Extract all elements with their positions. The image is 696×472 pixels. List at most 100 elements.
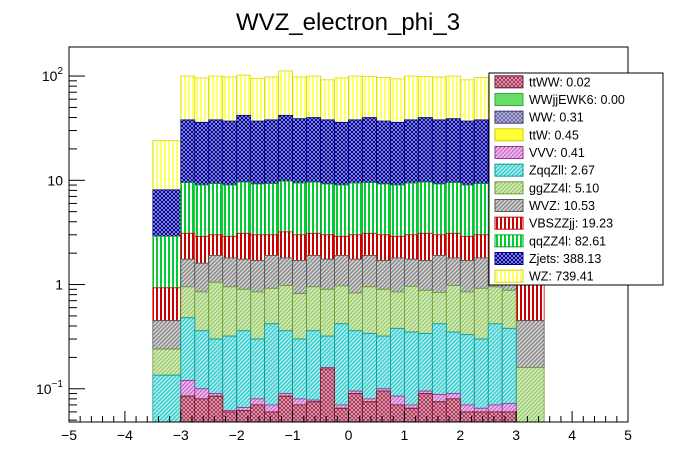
x-tick-label: 5 xyxy=(624,427,632,443)
bar-ggZZ4l-bin-24 xyxy=(501,289,517,329)
legend-swatch-VBSZZjj xyxy=(494,216,524,230)
bar-ggZZ4l-bin-6 xyxy=(250,291,266,340)
y-tick-label: 10 xyxy=(47,172,63,188)
bar-Zjets-bin-20 xyxy=(445,118,461,184)
bar-ggZZ4l-bin-8 xyxy=(278,285,294,332)
bar-VBSZZjj-bin-1 xyxy=(180,232,196,260)
bar-ttWW-bin-7 xyxy=(264,411,280,423)
bar-Zjets-bin-10 xyxy=(306,117,321,183)
bar-Zjets-bin-19 xyxy=(431,119,447,185)
legend-swatch-VVV xyxy=(494,146,524,159)
x-tick-label: −2 xyxy=(229,427,245,443)
bar-Zjets-bin-7 xyxy=(264,119,280,184)
bar-WZ-bin-1 xyxy=(180,75,196,121)
bar-Zjets-bin-3 xyxy=(208,119,224,184)
bar-VBSZZjj-bin-17 xyxy=(403,234,419,260)
bar-WZ-bin-16 xyxy=(390,78,405,123)
bar-ggZZ4l-bin-23 xyxy=(487,286,503,325)
bar-VBSZZjj-bin-21 xyxy=(459,235,475,261)
bar-qqZZ4l-bin-3 xyxy=(208,183,224,236)
bar-ttWW-bin-2 xyxy=(194,398,210,423)
bar-VBSZZjj-bin-12 xyxy=(334,235,349,256)
bar-VBSZZjj-bin-10 xyxy=(306,232,321,256)
bar-VBSZZjj-bin-25 xyxy=(515,284,545,322)
bar-qqZZ4l-bin-6 xyxy=(250,183,266,236)
bar-WZ-bin-20 xyxy=(445,75,461,120)
bar-VBSZZjj-bin-2 xyxy=(194,235,210,264)
bar-ggZZ4l-bin-12 xyxy=(334,285,349,325)
bar-ggZZ4l-bin-1 xyxy=(180,286,196,319)
x-tick-label: 0 xyxy=(345,427,353,443)
bar-qqZZ4l-bin-18 xyxy=(417,181,433,234)
bar-ggZZ4l-bin-7 xyxy=(264,287,280,325)
bar-ZqqZll-bin-20 xyxy=(445,331,461,394)
bar-VVV-bin-12 xyxy=(334,404,349,409)
x-tick-label: −4 xyxy=(117,427,133,443)
bar-ttWW-bin-8 xyxy=(278,395,294,423)
legend-swatch-ttW xyxy=(494,128,524,142)
legend-label-qqZZ4l: qqZZ4l: 82.61 xyxy=(529,234,606,248)
legend-swatch-WZ xyxy=(494,269,524,283)
bar-WVZ-bin-4 xyxy=(222,257,238,288)
bar-ggZZ4l-bin-10 xyxy=(306,286,321,332)
bar-qqZZ4l-bin-16 xyxy=(390,184,405,237)
bar-Zjets-bin-2 xyxy=(194,121,210,186)
bar-ggZZ4l-bin-19 xyxy=(431,292,447,325)
bar-ZqqZll-bin-0 xyxy=(152,374,182,423)
legend-label-ZqqZll: ZqqZll: 2.67 xyxy=(529,164,595,178)
bar-ttWW-bin-1 xyxy=(180,395,196,423)
legend-label-ggZZ4l: ggZZ4l: 5.10 xyxy=(529,181,599,195)
bar-WVZ-bin-18 xyxy=(417,260,433,291)
legend-swatch-WW xyxy=(494,110,524,124)
bar-WZ-bin-3 xyxy=(208,75,224,121)
bar-VBSZZjj-bin-14 xyxy=(362,232,377,256)
bar-VVV-bin-20 xyxy=(445,393,461,400)
bar-ttWW-bin-17 xyxy=(403,407,419,423)
x-tick-label: 1 xyxy=(401,427,409,443)
bar-WVZ-bin-8 xyxy=(278,257,294,286)
bar-ttWW-bin-22 xyxy=(473,411,489,423)
bar-Zjets-bin-4 xyxy=(222,120,238,186)
bar-WZ-bin-5 xyxy=(236,74,252,116)
bar-WZ-bin-18 xyxy=(417,76,433,118)
bar-Zjets-bin-21 xyxy=(459,120,475,186)
bar-Zjets-bin-15 xyxy=(376,120,391,185)
bar-ttWW-bin-18 xyxy=(417,393,433,423)
bar-WVZ-bin-0 xyxy=(152,320,182,350)
bar-ttWW-bin-23 xyxy=(487,411,503,423)
bar-ZqqZll-bin-21 xyxy=(459,334,475,406)
bar-ZqqZll-bin-13 xyxy=(348,330,363,392)
bar-WVZ-bin-10 xyxy=(306,255,321,288)
bar-qqZZ4l-bin-0 xyxy=(152,235,182,289)
series-VVV xyxy=(180,367,517,413)
bar-qqZZ4l-bin-22 xyxy=(473,183,489,236)
series-WVZ xyxy=(152,255,545,368)
bar-WZ-bin-7 xyxy=(264,76,280,121)
bar-ZqqZll-bin-18 xyxy=(417,332,433,392)
y-tick-label: 102 xyxy=(42,66,64,84)
bar-ZqqZll-bin-8 xyxy=(278,330,294,394)
bar-ttWW-bin-3 xyxy=(208,395,224,423)
bar-VVV-bin-24 xyxy=(501,403,517,413)
bar-qqZZ4l-bin-7 xyxy=(264,183,280,236)
x-tick-label: −1 xyxy=(285,427,301,443)
bar-VBSZZjj-bin-15 xyxy=(376,234,391,261)
bar-ggZZ4l-bin-9 xyxy=(292,293,307,340)
series-Zjets xyxy=(152,114,545,237)
chart-title: WVZ_electron_phi_3 xyxy=(236,9,460,36)
bar-ttWW-bin-11 xyxy=(320,368,335,423)
bar-VBSZZjj-bin-5 xyxy=(236,232,252,260)
bar-VBSZZjj-bin-18 xyxy=(417,232,433,261)
bar-VVV-bin-23 xyxy=(487,404,503,413)
legend-label-VBSZZjj: VBSZZjj: 19.23 xyxy=(529,217,613,231)
bar-ZqqZll-bin-5 xyxy=(236,330,252,408)
bar-WVZ-bin-25 xyxy=(515,320,545,368)
bar-ttWW-bin-21 xyxy=(459,411,475,423)
bar-VBSZZjj-bin-19 xyxy=(431,234,447,256)
bar-ggZZ4l-bin-20 xyxy=(445,285,461,333)
bar-WZ-bin-15 xyxy=(376,77,391,122)
bar-ZqqZll-bin-9 xyxy=(292,338,307,400)
bar-qqZZ4l-bin-15 xyxy=(376,183,391,236)
bar-ggZZ4l-bin-5 xyxy=(236,288,252,332)
bar-VVV-bin-5 xyxy=(236,407,252,411)
